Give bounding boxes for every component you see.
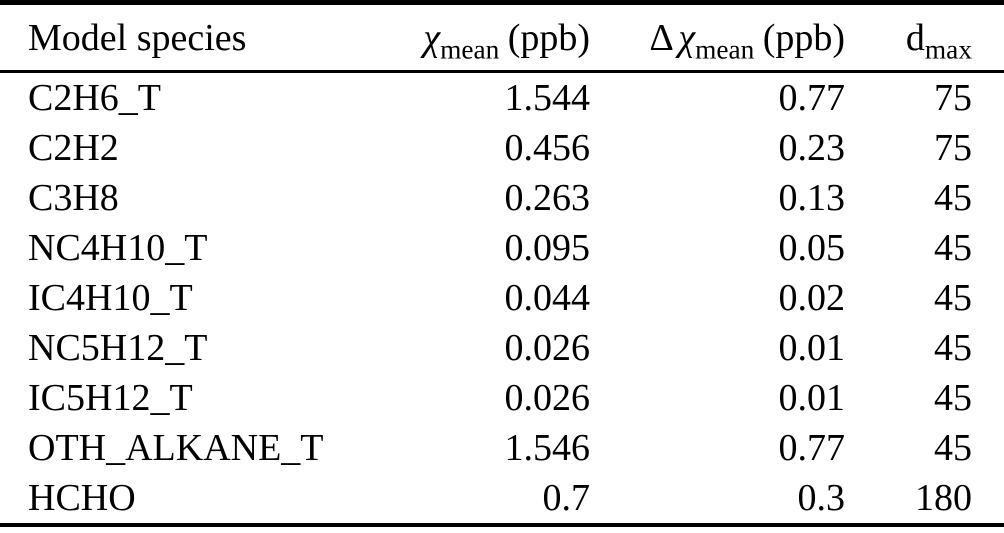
chi-mean-cell: 0.456 <box>504 127 591 169</box>
chi-mean-cell: 0.095 <box>504 227 591 269</box>
chi-mean-cell: 1.544 <box>504 77 591 119</box>
delta-chi-mean-cell: 0.23 <box>778 127 846 169</box>
delta-chi-mean-unit: (ppb) <box>762 16 845 59</box>
species-cell: NC4H10_T <box>28 227 208 269</box>
species-cell: NC5H12_T <box>28 327 208 369</box>
table-row: C2H6_T 1.544 0.77 75 <box>0 72 1004 124</box>
d-max-cell: 45 <box>934 427 972 469</box>
chi-mean-cell: 0.7 <box>542 477 591 519</box>
chi-mean-cell: 1.546 <box>504 427 591 469</box>
species-cell: C2H2 <box>28 127 119 169</box>
species-cell: OTH_ALKANE_T <box>28 427 324 469</box>
chi-symbol: χ <box>423 16 441 59</box>
table-row: NC5H12_T 0.026 0.01 45 <box>0 323 1004 373</box>
chi-mean-cell: 0.026 <box>504 377 591 419</box>
d-max-cell: 45 <box>934 377 972 419</box>
table-row: NC4H10_T 0.095 0.05 45 <box>0 223 1004 273</box>
delta-chi-mean-cell: 0.05 <box>778 227 846 269</box>
d-max-cell: 45 <box>934 277 972 319</box>
delta-symbol: Δ <box>649 16 674 59</box>
d-max-cell: 45 <box>934 227 972 269</box>
chi-mean-cell: 0.026 <box>504 327 591 369</box>
delta-chi-symbol: χ <box>678 16 696 59</box>
delta-chi-mean-cell: 0.77 <box>778 77 846 119</box>
chi-mean-subscript: mean <box>440 34 500 65</box>
d-symbol: d <box>905 16 925 59</box>
species-cell: IC4H10_T <box>28 277 193 319</box>
d-max-cell: 180 <box>915 477 972 519</box>
d-max-subscript: max <box>924 34 972 65</box>
table-row: OTH_ALKANE_T 1.546 0.77 45 <box>0 423 1004 473</box>
table-row: C3H8 0.263 0.13 45 <box>0 173 1004 223</box>
d-max-cell: 45 <box>934 177 972 219</box>
delta-chi-mean-cell: 0.3 <box>797 477 846 519</box>
d-max-cell: 75 <box>934 77 972 119</box>
table-row: HCHO 0.7 0.3 180 <box>0 473 1004 525</box>
delta-chi-mean-subscript: mean <box>695 34 755 65</box>
species-cell: IC5H12_T <box>28 377 193 419</box>
d-max-cell: 75 <box>934 127 972 169</box>
table-row: C2H2 0.456 0.23 75 <box>0 123 1004 173</box>
header-model-species: Model species <box>28 16 247 59</box>
delta-chi-mean-cell: 0.13 <box>778 177 846 219</box>
species-cell: C3H8 <box>28 177 119 219</box>
delta-chi-mean-cell: 0.02 <box>778 277 846 319</box>
delta-chi-mean-cell: 0.01 <box>778 327 846 369</box>
table-row: IC4H10_T 0.044 0.02 45 <box>0 273 1004 323</box>
header-d-max: dmax <box>845 3 1004 72</box>
delta-chi-mean-cell: 0.01 <box>778 377 846 419</box>
delta-chi-mean-cell: 0.77 <box>778 427 846 469</box>
chi-mean-cell: 0.263 <box>504 177 591 219</box>
species-cell: HCHO <box>28 477 136 519</box>
table-row: IC5H12_T 0.026 0.01 45 <box>0 373 1004 423</box>
d-max-cell: 45 <box>934 327 972 369</box>
table-body: C2H6_T 1.544 0.77 75 C2H2 0.456 0.23 75 … <box>0 72 1004 526</box>
chi-mean-cell: 0.044 <box>504 277 591 319</box>
species-cell: C2H6_T <box>28 77 161 119</box>
chi-mean-unit: (ppb) <box>507 16 590 59</box>
header-chi-mean: χmean (ppb) <box>362 3 590 72</box>
